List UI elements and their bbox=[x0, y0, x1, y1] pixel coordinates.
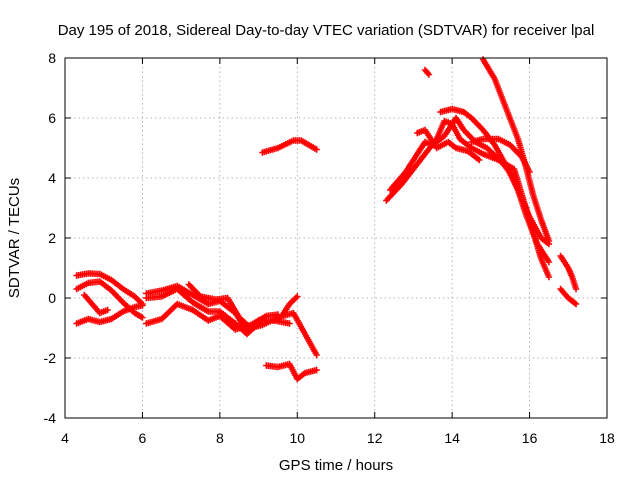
series-arc17 bbox=[479, 56, 553, 245]
x-tick-label: 4 bbox=[61, 430, 69, 446]
data-point bbox=[139, 302, 146, 309]
x-tick-label: 16 bbox=[522, 430, 538, 446]
series-arc15 bbox=[437, 105, 553, 248]
series-arc3 bbox=[73, 302, 146, 327]
grid-layer bbox=[65, 58, 607, 418]
series-arc20 bbox=[421, 66, 433, 78]
y-tick-label: 0 bbox=[48, 290, 56, 306]
data-point bbox=[286, 320, 293, 327]
ticks-layer: 4 6 8 10 12 14 16 18 -4 -2 0 2 4 6 8 bbox=[44, 50, 615, 446]
data-point bbox=[476, 156, 483, 164]
data-point bbox=[571, 299, 578, 307]
y-tick-label: 8 bbox=[48, 50, 56, 66]
data-point bbox=[313, 351, 320, 359]
y-tick-label: 6 bbox=[48, 110, 56, 126]
y-tick-label: -2 bbox=[44, 350, 57, 366]
series-arc18 bbox=[557, 252, 580, 293]
data-point bbox=[294, 293, 301, 300]
series-arc14 bbox=[414, 126, 483, 164]
data-point bbox=[545, 237, 553, 245]
x-tick-label: 12 bbox=[367, 430, 383, 446]
series-arc10 bbox=[259, 137, 320, 156]
x-axis-label: GPS time / hours bbox=[279, 457, 393, 474]
y-tick-label: 2 bbox=[48, 230, 56, 246]
x-tick-label: 6 bbox=[139, 430, 147, 446]
series-arc19 bbox=[557, 285, 580, 308]
points-layer bbox=[73, 56, 580, 383]
x-tick-label: 14 bbox=[444, 430, 460, 446]
x-tick-label: 10 bbox=[289, 430, 305, 446]
data-point bbox=[425, 71, 433, 78]
data-point bbox=[545, 273, 553, 281]
series-arc1 bbox=[73, 270, 146, 308]
x-tick-label: 18 bbox=[599, 430, 615, 446]
series-arc13 bbox=[387, 114, 553, 266]
series-arc8 bbox=[185, 281, 320, 359]
series-arc12 bbox=[383, 117, 553, 281]
data-point bbox=[545, 258, 553, 266]
series-arc11 bbox=[263, 360, 320, 383]
x-tick-label: 8 bbox=[216, 430, 224, 446]
data-point bbox=[313, 366, 320, 374]
series-arc4 bbox=[81, 291, 111, 317]
y-axis-label: SDTVAR / TECUs bbox=[6, 178, 23, 298]
data-point bbox=[572, 300, 580, 308]
series-arc6 bbox=[143, 285, 262, 338]
data-point bbox=[313, 146, 320, 153]
y-tick-label: 4 bbox=[48, 170, 56, 186]
series-arc9 bbox=[270, 293, 301, 324]
chart-title: Day 195 of 2018, Sidereal Day-to-day VTE… bbox=[58, 22, 595, 39]
y-tick-label: -4 bbox=[44, 410, 57, 426]
data-point bbox=[104, 306, 111, 314]
data-point bbox=[139, 314, 146, 321]
data-point bbox=[572, 285, 580, 293]
